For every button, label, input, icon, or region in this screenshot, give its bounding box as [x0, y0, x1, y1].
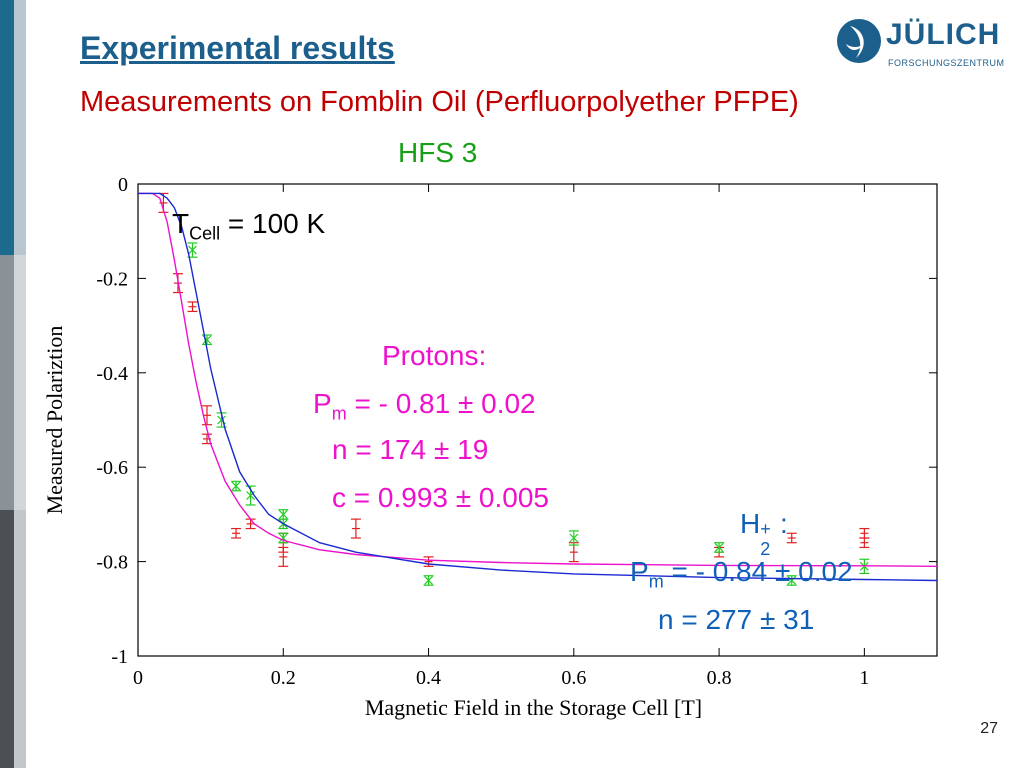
data-point: [786, 575, 797, 586]
protons-heading: Protons:: [382, 340, 487, 371]
left-decor-bar: [0, 0, 26, 768]
data-point: [278, 532, 289, 544]
data-point: [423, 556, 434, 567]
data-point: [202, 334, 213, 346]
slide-title: Experimental results: [80, 30, 395, 66]
y-tick-label: -0.8: [96, 552, 128, 574]
x-tick-label: 0.8: [707, 667, 732, 689]
h2-heading: H +2 :: [740, 508, 788, 559]
data-point: [859, 527, 870, 539]
y-tick-label: 0: [118, 174, 128, 196]
data-point: [786, 532, 797, 544]
protons-pm: Pm = - 0.81 ± 0.02: [313, 388, 536, 424]
data-point: [202, 405, 213, 426]
plot-frame: [137, 183, 938, 657]
data-point: [187, 301, 198, 313]
h2-pm: Pm = - 0.84 ± 0.02: [630, 556, 853, 592]
x-tick-label: 0.6: [561, 667, 586, 689]
x-tick-label: 0.4: [416, 667, 441, 689]
data-point: [231, 480, 242, 492]
fit-curve-3: [138, 192, 938, 582]
hfs-label: HFS 3: [398, 137, 478, 168]
y-axis-label: Measured Polariztion: [42, 326, 67, 515]
data-point: [245, 518, 256, 530]
y-tick-label: -0.4: [96, 363, 128, 385]
data-point: [231, 527, 242, 539]
data-point: [714, 542, 725, 553]
data-point: [187, 242, 198, 258]
slide-subtitle: Measurements on Fomblin Oil (Perfluorpol…: [80, 86, 799, 118]
logo-wordmark: JÜLICH: [886, 18, 1001, 51]
h2-n: n = 277 ± 31: [658, 604, 815, 635]
data-point: [278, 509, 289, 520]
tcell-annotation: TCell = 100 K: [172, 208, 326, 244]
julich-logo: JÜLICH FORSCHUNGSZENTRUM: [836, 14, 1006, 74]
data-point: [350, 518, 361, 539]
x-tick-label: 0.2: [271, 667, 296, 689]
julich-logo-icon: [837, 19, 881, 63]
x-axis-label: Magnetic Field in the Storage Cell [T]: [365, 695, 702, 720]
data-point: [568, 530, 579, 546]
x-tick-label: 1: [859, 667, 869, 689]
page-number: 27: [980, 720, 998, 737]
x-tick-label: 0: [133, 667, 143, 689]
data-point: [859, 537, 870, 549]
y-tick-label: -1: [111, 646, 128, 668]
y-tick-label: -0.6: [96, 457, 128, 479]
data-point: [423, 575, 434, 586]
logo-subtitle: FORSCHUNGSZENTRUM: [888, 58, 1005, 68]
y-tick-label: -0.2: [96, 268, 128, 290]
fit-curve-2: [138, 192, 938, 567]
protons-n: n = 174 ± 19: [332, 434, 489, 465]
protons-c: c = 0.993 ± 0.005: [332, 482, 549, 513]
